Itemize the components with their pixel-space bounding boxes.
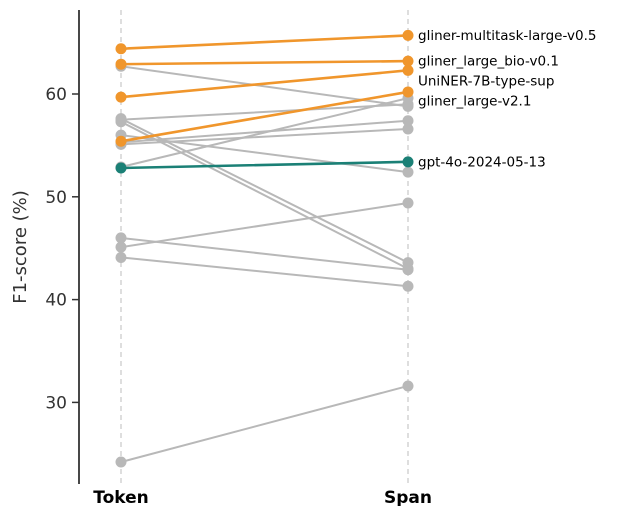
series-other: [115, 380, 414, 468]
x-category-labels: Token Span: [93, 488, 432, 506]
point-span: [402, 123, 414, 135]
point-span: [402, 55, 414, 67]
point-token: [115, 91, 127, 103]
series-line: [119, 69, 410, 99]
point-span: [402, 29, 414, 41]
point-span: [402, 64, 414, 76]
y-tick-label: 50: [45, 188, 67, 208]
x-category-token: Token: [93, 488, 149, 506]
y-tick-label: 40: [45, 291, 67, 311]
point-token: [115, 43, 127, 55]
series-other: [115, 98, 414, 126]
point-token: [115, 162, 127, 174]
series-line: [119, 160, 410, 170]
point-token: [115, 135, 127, 147]
series-other: [115, 232, 414, 276]
series-other: [115, 123, 414, 150]
series-gpt-4o-2024-05-13: [115, 156, 414, 174]
series-label: gliner-multitask-large-v0.5: [418, 28, 596, 44]
series-gliner-large-bio-v0-1: [115, 55, 414, 70]
series-uniner-7b-type-sup: [115, 64, 414, 103]
point-span: [402, 280, 414, 292]
point-span: [402, 264, 414, 276]
point-token: [115, 232, 127, 244]
series-label: gpt-4o-2024-05-13: [418, 154, 546, 170]
series-line: [120, 120, 409, 270]
series-gliner-multitask-large-v0-5: [115, 29, 414, 55]
y-tick-label: 60: [45, 85, 67, 105]
point-token: [115, 114, 127, 126]
series-label-layer: gliner-multitask-large-v0.5 gliner_large_…: [418, 28, 596, 170]
other-series-layer: [115, 60, 414, 468]
series-other: [115, 197, 414, 253]
series-label: gliner_large-v2.1: [418, 94, 531, 110]
point-token: [115, 58, 127, 70]
series-other: [115, 251, 414, 292]
series-line: [120, 201, 409, 249]
point-token: [115, 251, 127, 263]
y-axis-title: F1-score (%): [10, 190, 31, 304]
point-span: [402, 166, 414, 178]
series-line: [120, 256, 409, 288]
series-line: [120, 384, 409, 464]
x-category-span: Span: [384, 488, 432, 506]
point-span: [402, 86, 414, 98]
series-other: [115, 92, 414, 173]
point-token: [115, 456, 127, 468]
point-span: [402, 156, 414, 168]
series-line: [119, 90, 410, 143]
y-tick-label: 30: [45, 393, 67, 413]
point-token: [115, 241, 127, 253]
point-span: [402, 115, 414, 127]
series-gliner-large-v2-1: [115, 86, 414, 147]
series-line: [119, 59, 410, 66]
series-other: [115, 60, 414, 112]
series-line: [120, 103, 409, 121]
series-line: [120, 127, 409, 146]
series-label: gliner_large_bio-v0.1: [418, 54, 559, 70]
series-line: [120, 97, 409, 168]
point-span: [402, 197, 414, 209]
highlight-series-layer: [115, 29, 414, 174]
series-line: [119, 34, 410, 51]
y-axis: 30 40 50 60: [45, 10, 80, 484]
series-label: UniNER-7B-type-sup: [418, 74, 554, 90]
point-span: [402, 380, 414, 392]
series-line: [120, 236, 409, 271]
